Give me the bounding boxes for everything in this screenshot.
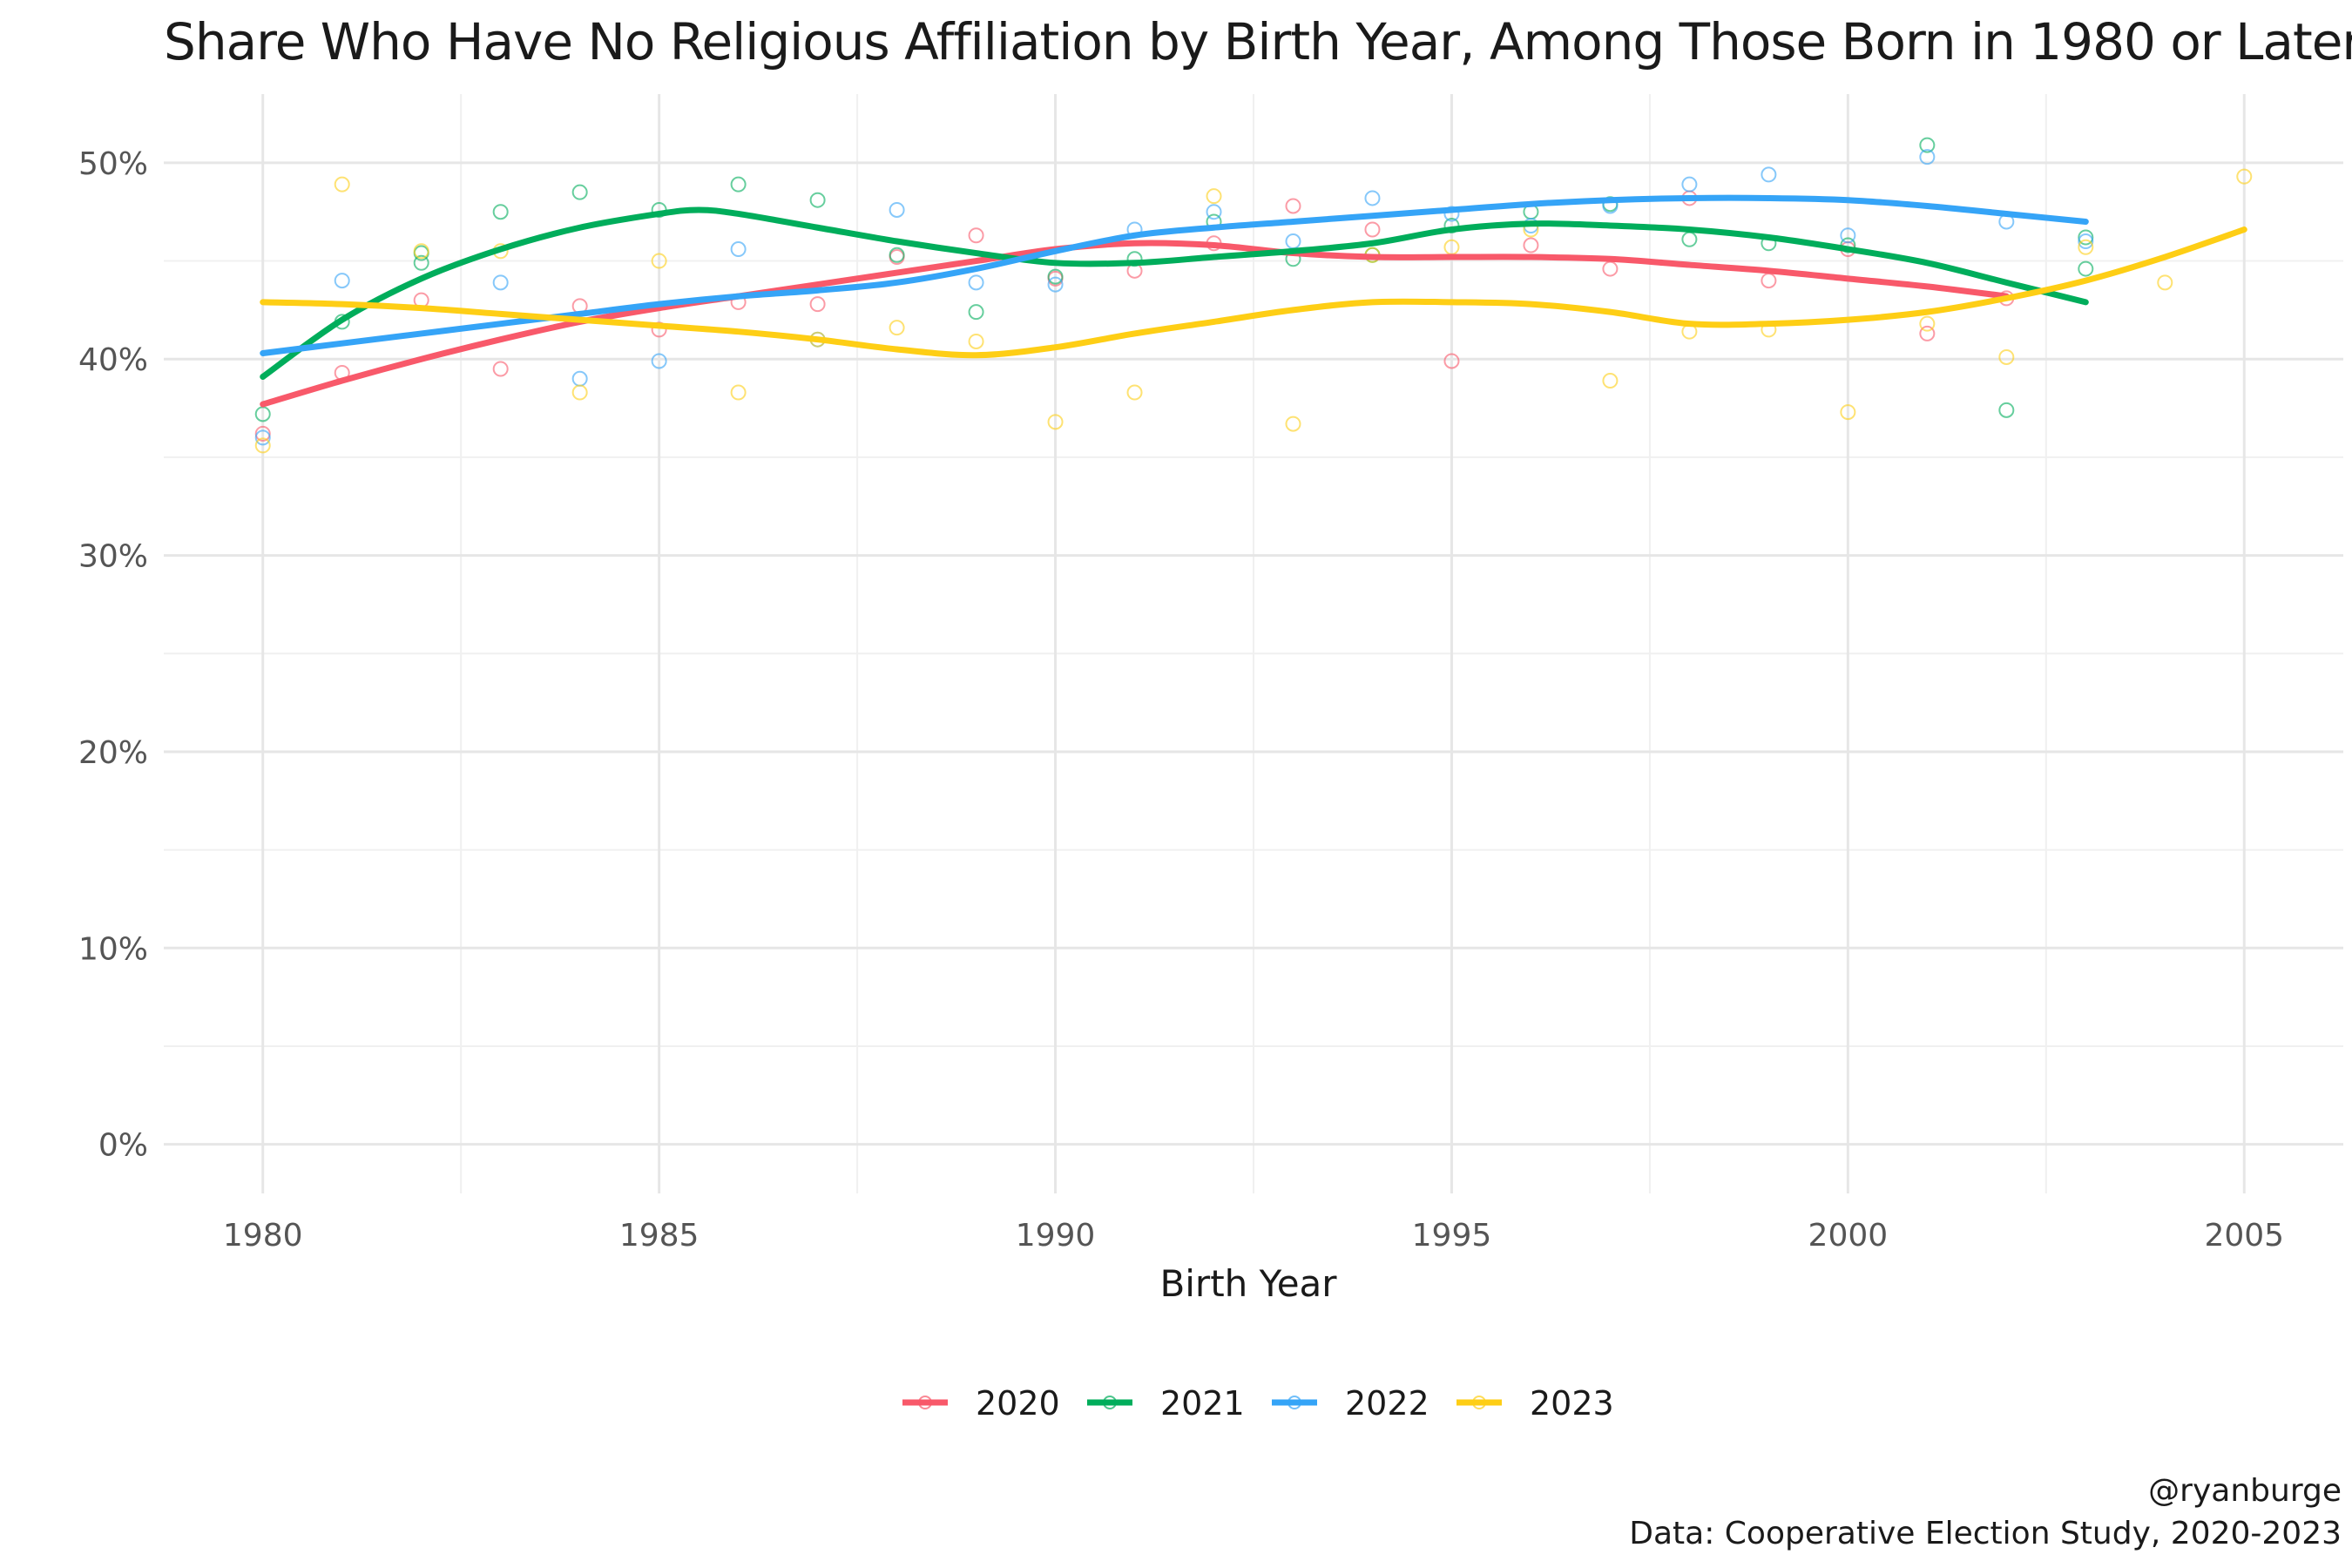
data-point-2021 xyxy=(809,192,826,208)
data-point-2021 xyxy=(2078,260,2094,277)
data-point-2023 xyxy=(1840,404,1856,421)
data-point-2021 xyxy=(889,247,905,263)
legend-point-swatch xyxy=(1472,1396,1486,1409)
y-tick-label: 20% xyxy=(78,735,148,771)
data-point-2023 xyxy=(2157,274,2173,291)
smooth-line-2023 xyxy=(260,226,2247,359)
data-point-2022 xyxy=(1761,166,1777,183)
tick-labels-layer: 1980 1985 1990 1995 2000 2005 0% 10% 20% 30% 40% 50… xyxy=(78,146,2284,1254)
data-point-2022 xyxy=(334,273,350,289)
data-point-2022 xyxy=(889,201,905,218)
data-point-2022 xyxy=(968,274,984,291)
legend-label: 2022 xyxy=(1345,1384,1429,1423)
data-point-2022 xyxy=(1840,227,1856,244)
data-point-2023 xyxy=(571,384,588,401)
data-point-2023 xyxy=(730,384,747,401)
data-point-2020 xyxy=(1364,221,1381,238)
legend-label: 2023 xyxy=(1530,1384,1614,1423)
data-point-2020 xyxy=(1285,198,1301,214)
data-point-2023 xyxy=(1602,373,1619,389)
data-point-2022 xyxy=(1364,190,1381,206)
x-tick-label: 1980 xyxy=(223,1218,303,1254)
data-point-2022 xyxy=(651,353,667,369)
smooth-line-2021 xyxy=(260,206,2089,381)
data-point-2021 xyxy=(2078,229,2094,246)
data-point-2020 xyxy=(1523,237,1539,253)
data-point-2022 xyxy=(730,241,747,258)
y-tick-label: 10% xyxy=(78,931,148,967)
chart-title: Share Who Have No Religious Affiliation … xyxy=(164,12,2352,71)
data-point-2022 xyxy=(1681,176,1698,193)
data-point-2022 xyxy=(1285,233,1301,250)
data-point-2020 xyxy=(1443,353,1460,369)
legend-label: 2021 xyxy=(1160,1384,1245,1423)
legend-point-swatch xyxy=(918,1396,932,1409)
data-point-2022 xyxy=(1047,276,1064,293)
x-tick-label: 2000 xyxy=(1808,1218,1889,1254)
data-point-2023 xyxy=(1285,416,1301,432)
legend: 2020 2021 2022 2023 xyxy=(902,1384,1614,1423)
data-point-2022 xyxy=(254,429,271,446)
smooth-line-2022 xyxy=(260,194,2089,356)
data-point-2023 xyxy=(1126,384,1143,401)
points-layer xyxy=(254,137,2253,454)
legend-item-2021: 2021 xyxy=(1087,1384,1245,1423)
data-point-2021 xyxy=(730,176,747,193)
data-point-2023 xyxy=(413,243,429,260)
x-tick-label: 1985 xyxy=(619,1218,700,1254)
y-tick-label: 30% xyxy=(78,539,148,575)
legend-point-swatch xyxy=(1288,1396,1301,1409)
data-point-2023 xyxy=(1919,315,1936,332)
data-point-2021 xyxy=(1681,231,1698,247)
legend-item-2022: 2022 xyxy=(1272,1384,1429,1423)
data-point-2023 xyxy=(254,437,271,454)
data-point-2021 xyxy=(413,254,429,271)
x-tick-label: 1990 xyxy=(1016,1218,1096,1254)
data-point-2022 xyxy=(1919,149,1936,166)
data-point-2020 xyxy=(809,296,826,313)
caption-author: @ryanburge xyxy=(2148,1473,2342,1509)
data-point-2023 xyxy=(334,176,350,193)
data-point-2023 xyxy=(1047,414,1064,430)
x-tick-label: 2005 xyxy=(2204,1218,2284,1254)
data-point-2022 xyxy=(1206,204,1222,220)
data-point-2023 xyxy=(2078,239,2094,255)
data-point-2020 xyxy=(1919,325,1936,341)
legend-item-2020: 2020 xyxy=(902,1384,1060,1423)
data-point-2020 xyxy=(1602,260,1619,277)
data-point-2023 xyxy=(1998,348,2015,365)
data-point-2020 xyxy=(1761,273,1777,289)
data-point-2021 xyxy=(968,304,984,321)
grid-layer xyxy=(164,94,2343,1193)
data-point-2021 xyxy=(1047,268,1064,285)
data-point-2023 xyxy=(968,333,984,349)
data-point-2022 xyxy=(571,370,588,387)
data-point-2023 xyxy=(1206,188,1222,205)
y-tick-label: 50% xyxy=(78,146,148,182)
data-point-2023 xyxy=(889,320,905,336)
data-point-2020 xyxy=(254,425,271,442)
legend-label: 2020 xyxy=(976,1384,1060,1423)
data-point-2022 xyxy=(2078,233,2094,250)
data-point-2021 xyxy=(492,204,509,220)
y-tick-label: 0% xyxy=(98,1128,148,1164)
data-point-2023 xyxy=(651,253,667,269)
y-tick-label: 40% xyxy=(78,342,148,378)
smooth-line-2020 xyxy=(260,240,2010,408)
x-tick-label: 1995 xyxy=(1412,1218,1492,1254)
data-point-2021 xyxy=(1919,137,1936,153)
data-point-2020 xyxy=(492,361,509,377)
data-point-2022 xyxy=(492,274,509,291)
data-point-2021 xyxy=(571,184,588,200)
legend-point-swatch xyxy=(1103,1396,1117,1409)
caption-source: Data: Cooperative Election Study, 2020-2… xyxy=(1629,1516,2342,1551)
data-point-2021 xyxy=(1998,402,2015,418)
x-axis-title: Birth Year xyxy=(1159,1262,1337,1305)
smooth-lines-layer xyxy=(260,194,2247,408)
data-point-2023 xyxy=(2236,168,2253,185)
legend-item-2023: 2023 xyxy=(1456,1384,1614,1423)
data-point-2020 xyxy=(968,227,984,244)
